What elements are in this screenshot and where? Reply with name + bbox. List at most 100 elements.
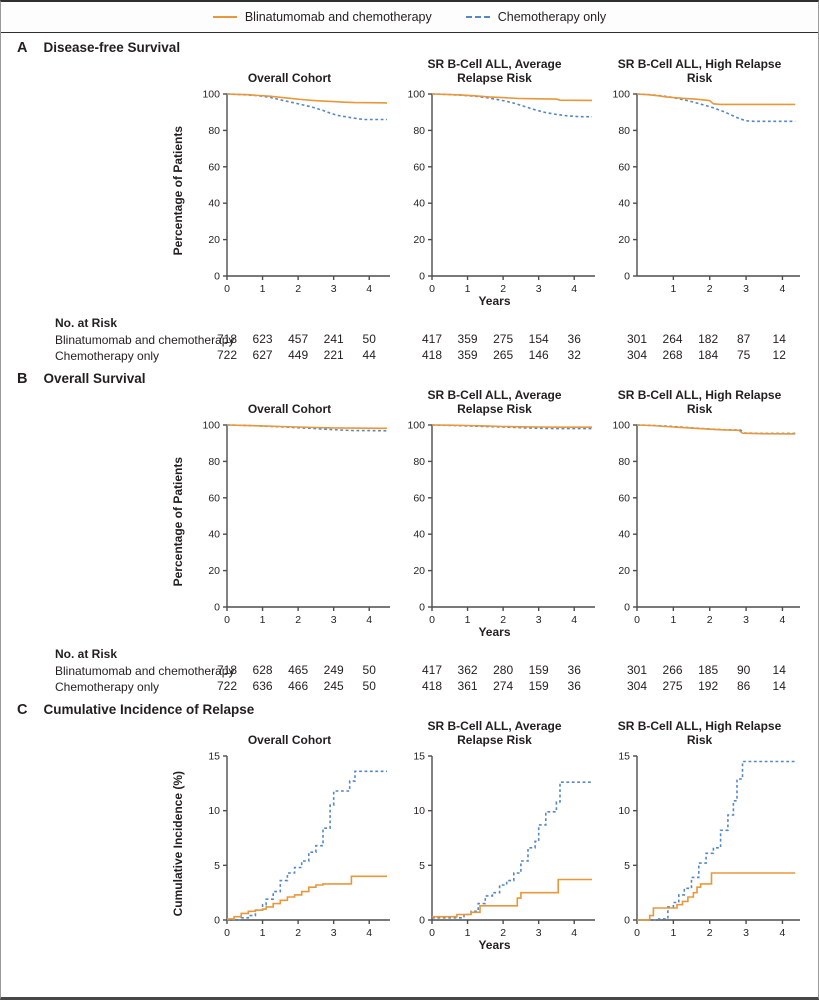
risk-group: 417 362 280 159 36 xyxy=(392,663,597,679)
y-tick-label: 80 xyxy=(413,125,425,137)
y-tick-label: 40 xyxy=(618,529,630,541)
panel-title: Disease-free Survival xyxy=(43,40,181,55)
orange-solid-line-icon xyxy=(212,16,237,18)
y-tick-label: 60 xyxy=(618,492,630,504)
legend-item-chemotherapy: Chemotherapy only xyxy=(465,10,606,24)
blinatumomab-line xyxy=(226,424,388,430)
x-tick-label: 3 xyxy=(743,927,749,939)
y-axis-label: Percentage of Patients xyxy=(171,457,185,587)
risk-value: 627 xyxy=(252,348,273,362)
chemotherapy-only-line xyxy=(636,93,796,123)
risk-value: 184 xyxy=(698,348,719,362)
y-tick-label: 80 xyxy=(208,125,220,137)
x-tick-label: 4 xyxy=(780,927,786,939)
risk-value: 301 xyxy=(626,663,648,677)
risk-value: 362 xyxy=(457,663,478,677)
chart-canvas: 0 20 40 60 80 100 0 1 2 3 4 xyxy=(187,88,392,296)
chart-canvas: 0 20 40 60 80 100 0 1 2 3 4 xyxy=(597,419,802,627)
chart-title: Overall Cohort xyxy=(247,402,332,417)
chart-canvas: 0 5 10 15 0 1 2 3 4 xyxy=(392,750,597,940)
panel-overall-survival: B Overall Survival Percentage of Patient… xyxy=(7,371,814,695)
risk-value: 275 xyxy=(493,332,514,346)
risk-row-label: Chemotherapy only xyxy=(55,680,160,694)
risk-value: 359 xyxy=(457,332,478,346)
y-tick-label: 60 xyxy=(208,492,220,504)
panel-cumulative-incidence: C Cumulative Incidence of Relapse Cumula… xyxy=(7,702,814,952)
risk-value: 722 xyxy=(216,679,238,693)
risk-value: 245 xyxy=(323,679,344,693)
chart-plot: 0 5 10 15 0 1 2 3 4 xyxy=(413,751,595,939)
axes xyxy=(428,424,595,611)
x-tick-label: 4 xyxy=(571,614,577,626)
chart-canvas: 0 5 10 15 0 1 2 3 4 xyxy=(187,750,392,940)
chart-plot: 0 20 40 60 80 100 1 2 3 4 xyxy=(612,89,800,295)
risk-group: 718 628 465 249 50 xyxy=(187,663,392,679)
y-tick-label: 100 xyxy=(202,420,220,432)
chart-a-average-relapse-risk: SR B-Cell ALL, Average Relapse Risk 0 20 4… xyxy=(392,58,597,296)
chart-plot: 0 20 40 60 80 100 0 1 2 3 4 xyxy=(407,420,595,626)
y-tick-label: 0 xyxy=(624,271,630,283)
chart-title: Overall Cohort xyxy=(247,71,332,86)
risk-value: 221 xyxy=(323,348,344,362)
risk-group: 418 359 265 146 32 xyxy=(392,348,597,364)
chart-a-overall-cohort: Overall Cohort 0 20 40 60 80 100 0 1 2 3 4 xyxy=(187,58,392,296)
y-tick-label: 0 xyxy=(419,271,425,283)
x-tick-label: 0 xyxy=(224,614,230,626)
no-at-risk-table: No. at Risk Blinatumomab and chemotherapy… xyxy=(55,316,814,364)
x-axis-label: Years xyxy=(478,938,511,952)
x-tick-label: 0 xyxy=(224,283,230,295)
axes xyxy=(223,93,390,280)
risk-value: 36 xyxy=(567,663,581,677)
y-tick-label: 60 xyxy=(413,492,425,504)
risk-value: 301 xyxy=(626,332,648,346)
x-tick-label: 2 xyxy=(707,927,713,939)
y-axis-label: Cumulative Incidence (%) xyxy=(171,771,185,917)
x-tick-label: 0 xyxy=(634,614,640,626)
y-tick-label: 15 xyxy=(413,751,425,763)
x-tick-label: 0 xyxy=(429,927,435,939)
risk-value: 266 xyxy=(662,663,683,677)
y-tick-label: 20 xyxy=(208,565,220,577)
chart-b-average-relapse-risk: SR B-Cell ALL, Average Relapse Risk 0 20 4… xyxy=(392,389,597,627)
legend-item-blinatumomab: Blinatumomab and chemotherapy xyxy=(212,10,432,24)
risk-value: 159 xyxy=(528,663,549,677)
x-tick-label: 2 xyxy=(500,283,506,295)
risk-value: 36 xyxy=(567,679,581,693)
risk-table-header: No. at Risk xyxy=(55,316,118,330)
y-tick-label: 80 xyxy=(618,125,630,137)
risk-table-header: No. at Risk xyxy=(55,647,118,661)
x-tick-label: 0 xyxy=(224,927,230,939)
risk-value: 32 xyxy=(567,348,581,362)
y-tick-label: 0 xyxy=(419,915,425,927)
y-tick-label: 40 xyxy=(618,198,630,210)
risk-value: 304 xyxy=(626,679,648,693)
y-tick-label: 100 xyxy=(407,420,425,432)
risk-value: 14 xyxy=(772,332,786,346)
risk-value: 275 xyxy=(662,679,683,693)
x-tick-label: 2 xyxy=(500,927,506,939)
blinatumomab-line xyxy=(432,878,592,918)
axes xyxy=(428,755,595,924)
x-tick-label: 2 xyxy=(500,614,506,626)
x-tick-label: 0 xyxy=(634,927,640,939)
axes xyxy=(428,93,595,280)
chemotherapy-only-line xyxy=(431,93,593,118)
chart-c-high-relapse-risk: SR B-Cell ALL, High Relapse Risk 0 5 10 15 0… xyxy=(597,720,802,940)
risk-value: 361 xyxy=(457,679,478,693)
x-tick-label: 2 xyxy=(295,614,301,626)
y-tick-label: 60 xyxy=(618,161,630,173)
chart-plot: 0 20 40 60 80 100 0 1 2 3 4 xyxy=(202,420,390,626)
axes xyxy=(223,755,390,924)
risk-row: Blinatumomab and chemotherapy 718 623 457 24… xyxy=(55,332,814,348)
x-tick-label: 1 xyxy=(670,283,676,295)
legend: Blinatumomab and chemotherapy Chemothera… xyxy=(1,2,818,33)
risk-value: 628 xyxy=(252,663,273,677)
blinatumomab-line xyxy=(431,93,593,102)
chart-plot: 0 5 10 15 0 1 2 3 4 xyxy=(208,751,390,939)
x-tick-label: 2 xyxy=(707,283,713,295)
risk-value: 50 xyxy=(362,332,376,346)
x-tick-label: 3 xyxy=(536,614,542,626)
risk-value: 722 xyxy=(216,348,238,362)
blinatumomab-line xyxy=(227,875,387,920)
x-tick-label: 2 xyxy=(295,283,301,295)
